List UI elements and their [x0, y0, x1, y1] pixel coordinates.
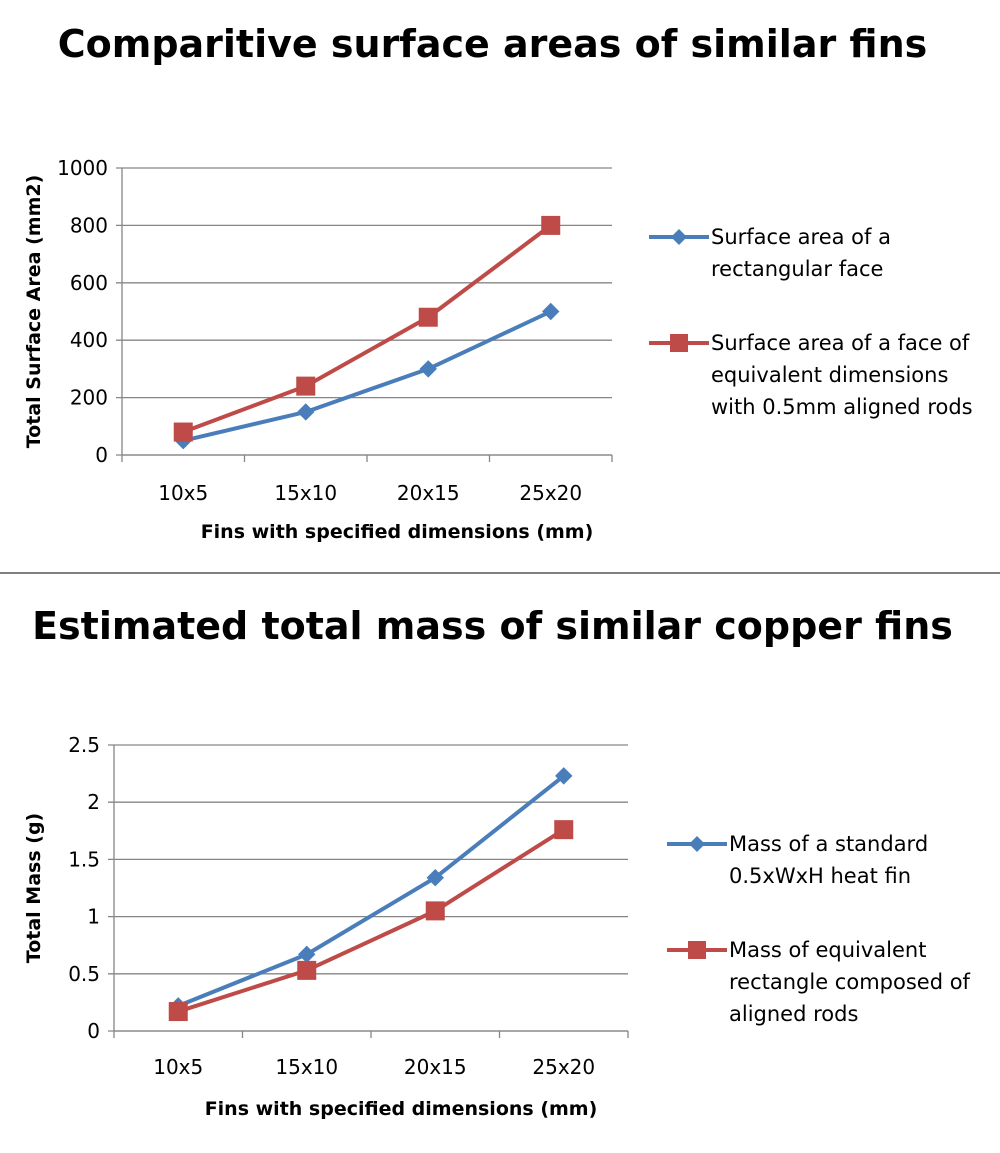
y-tick-label: 1.5 — [68, 847, 100, 871]
x-tick-label: 10x5 — [153, 1055, 203, 1079]
y-tick-label: 0 — [87, 1019, 100, 1043]
y-tick-label: 1 — [87, 905, 100, 929]
mass-chart: Estimated total mass of similar copper f… — [0, 574, 1000, 1153]
legend-label: Mass of equivalent rectangle composed of… — [729, 938, 970, 1026]
data-point — [168, 1002, 188, 1022]
y-tick-label: 600 — [70, 271, 108, 295]
x-tick-label: 10x5 — [158, 481, 208, 505]
y-tick-label: 800 — [70, 213, 108, 237]
x-tick-label: 15x10 — [275, 1055, 338, 1079]
x-tick-label: 15x10 — [274, 481, 337, 505]
data-point — [297, 960, 317, 980]
series-line — [182, 309, 552, 443]
series-line — [182, 223, 552, 434]
data-point — [296, 376, 316, 396]
data-point — [541, 215, 561, 235]
y-tick-label: 1000 — [57, 156, 108, 180]
data-point — [426, 868, 444, 887]
surface-area-chart: Comparitive surface areas of similar fin… — [0, 0, 1000, 572]
legend-label: Surface area of a face of equivalent dim… — [711, 331, 973, 419]
y-tick-label: 2.5 — [68, 733, 100, 757]
square-marker-icon — [667, 941, 727, 959]
data-point — [297, 403, 315, 421]
chart-legend: Surface area of a rectangular face Surfac… — [649, 221, 994, 423]
x-tick-label: 25x20 — [519, 481, 582, 505]
data-point — [173, 422, 193, 442]
legend-label: Mass of a standard 0.5xWxH heat fin — [729, 832, 929, 888]
mass-plot: 0 0.5 1 1.5 2 2.5 10x5 15x10 20x15 25x20 Fins with… — [23, 733, 629, 1120]
chart-title: Estimated total mass of similar copper f… — [32, 604, 953, 648]
y-tick-label: 2 — [87, 790, 100, 814]
chart-legend: Mass of a standard 0.5xWxH heat fin Mass … — [667, 828, 997, 1030]
chart-divider — [0, 572, 1000, 574]
y-tick-label: 0.5 — [68, 962, 100, 986]
y-axis-title: Total Surface Area (mm2) — [23, 175, 45, 449]
legend-item: Mass of a standard 0.5xWxH heat fin — [667, 828, 997, 892]
series-line — [177, 827, 565, 1014]
diamond-marker-icon — [649, 229, 709, 245]
y-tick-label: 400 — [70, 328, 108, 352]
legend-item: Surface area of a rectangular face — [649, 221, 994, 285]
diamond-marker-icon — [667, 836, 727, 852]
surface-area-plot: 0 200 400 600 800 1000 10x5 15x10 20x15 25x20 Fins… — [23, 156, 613, 543]
x-tick-label: 20x15 — [397, 481, 460, 505]
y-tick-label: 200 — [70, 386, 108, 410]
legend-item: Mass of equivalent rectangle composed of… — [667, 934, 997, 1030]
x-tick-label: 20x15 — [404, 1055, 467, 1079]
data-point — [419, 360, 437, 378]
x-axis-title: Fins with specified dimensions (mm) — [201, 521, 594, 543]
legend-label: Surface area of a rectangular face — [711, 225, 891, 281]
legend-item: Surface area of a face of equivalent dim… — [649, 327, 994, 423]
series-line — [177, 774, 565, 1008]
y-tick-label: 0 — [95, 443, 108, 467]
chart-title: Comparitive surface areas of similar fin… — [57, 22, 928, 66]
x-axis-title: Fins with specified dimensions (mm) — [205, 1098, 598, 1120]
x-tick-label: 25x20 — [532, 1055, 595, 1079]
data-point — [554, 820, 574, 840]
data-point — [418, 307, 438, 327]
data-point — [425, 901, 445, 921]
data-point — [542, 302, 560, 321]
data-point — [555, 767, 573, 785]
y-axis-title: Total Mass (g) — [23, 813, 45, 963]
square-marker-icon — [649, 334, 709, 352]
